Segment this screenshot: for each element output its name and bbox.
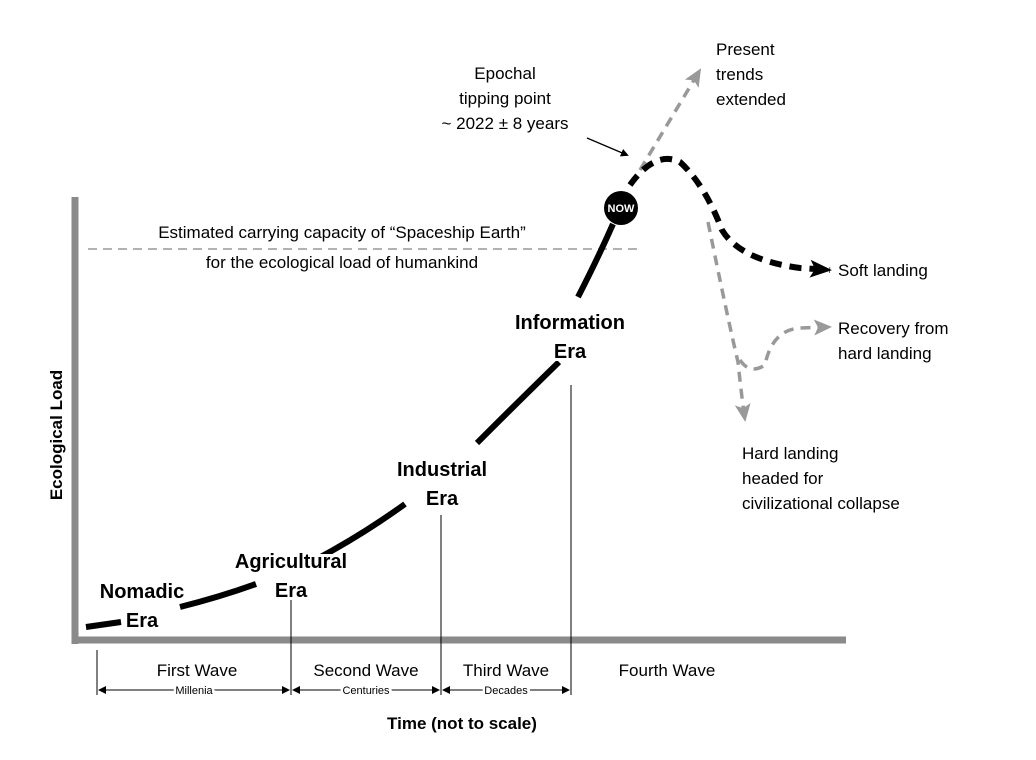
scenario-label: Present	[716, 40, 775, 59]
wave-label: Fourth Wave	[619, 661, 716, 680]
wave-label: Second Wave	[313, 661, 418, 680]
curve-segment	[474, 359, 562, 446]
era-label: Era	[554, 341, 587, 363]
axes	[71, 197, 846, 644]
curve-segment	[179, 581, 258, 610]
load-curve	[85, 222, 616, 630]
era-label: Industrial	[397, 459, 487, 481]
soft-landing-arrow	[627, 155, 832, 278]
trend-arrow	[638, 68, 702, 171]
span-label: Millenia	[175, 685, 213, 697]
capacity-label: for the ecological load of humankind	[206, 253, 478, 272]
wave-label: Third Wave	[463, 661, 549, 680]
era-label: Era	[275, 580, 308, 602]
now-badge	[604, 191, 638, 225]
scenario-label: Hard landing	[742, 444, 838, 463]
scenario-label: Recovery from	[838, 319, 949, 338]
now-label: NOW	[608, 203, 636, 215]
tipping-label: ~ 2022 ± 8 years	[442, 114, 569, 133]
era-label: Era	[126, 610, 159, 632]
era-label: Nomadic	[100, 581, 184, 603]
dividers	[96, 385, 572, 695]
scenario-label: extended	[716, 90, 786, 109]
tipping-pointer	[586, 137, 629, 157]
era-label: Information	[515, 312, 625, 334]
x-axis-label: Time (not to scale)	[387, 714, 537, 733]
scenario-label: Soft landing	[838, 261, 928, 280]
era-label: Era	[426, 488, 459, 510]
era-label: Agricultural	[235, 551, 347, 573]
wave-label: First Wave	[157, 661, 238, 680]
capacity-label: Estimated carrying capacity of “Spaceshi…	[158, 223, 526, 242]
scenario-label: civilizational collapse	[742, 494, 900, 513]
span-label: Decades	[484, 685, 528, 697]
labels: Estimated carrying capacity of “Spaceshi…	[47, 40, 949, 733]
scenario-label: headed for	[742, 469, 824, 488]
tipping-label: tipping point	[459, 89, 551, 108]
tipping-label: Epochal	[474, 64, 535, 83]
recovery-arrow	[738, 319, 832, 371]
span-label: Centuries	[342, 685, 390, 697]
curve-segment	[575, 222, 616, 299]
scenario-label: trends	[716, 65, 763, 84]
curve-segment	[313, 501, 407, 563]
y-axis-label: Ecological Load	[47, 370, 66, 500]
curve-segment	[85, 619, 122, 630]
scenario-label: hard landing	[838, 344, 932, 363]
